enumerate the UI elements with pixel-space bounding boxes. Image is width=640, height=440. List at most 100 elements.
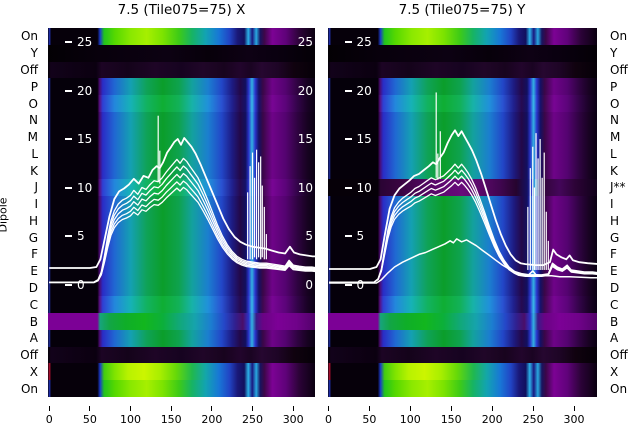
heatmap-row xyxy=(48,78,315,96)
y-tick-mark xyxy=(65,89,72,92)
heatmap-row xyxy=(48,28,315,46)
y-tick-label: 25 xyxy=(65,34,92,50)
x-tick-label: 0 xyxy=(325,413,332,426)
y-tick-mark xyxy=(344,186,352,189)
heatmap-row xyxy=(327,78,597,96)
y-tick-label: 10 xyxy=(344,180,372,196)
dipole-row-label-x: L xyxy=(31,146,38,161)
y-tick-mark xyxy=(344,138,352,140)
heatmap-row xyxy=(327,128,597,146)
x-tick-mark xyxy=(89,406,91,411)
dipole-row-label-x: J xyxy=(34,180,38,195)
x-tick-mark xyxy=(491,406,493,411)
y-tick-value: 10 xyxy=(356,180,372,195)
trace xyxy=(49,165,315,283)
dipole-row-label-x: Off xyxy=(20,62,38,77)
x-tick-mark xyxy=(292,406,294,411)
dipole-row-label-x: B xyxy=(29,314,38,329)
dipole-row-label-y: C xyxy=(610,297,619,312)
trace xyxy=(49,186,315,284)
dipole-row-label-x: N xyxy=(29,113,38,128)
heatmap-row xyxy=(327,145,597,163)
y-tick-mark xyxy=(344,235,352,237)
y-tick-label-right: 5 xyxy=(305,229,313,243)
heatmap-row xyxy=(48,229,315,247)
x-tick-label: 300 xyxy=(282,413,304,426)
x-tick-label: 100 xyxy=(399,413,421,426)
dipole-row-label-y: J** xyxy=(610,180,626,195)
y-tick-mark xyxy=(65,283,72,286)
dipole-row-label-x: G xyxy=(28,230,38,245)
y-tick-value: 0 xyxy=(356,277,365,292)
heatmap-row xyxy=(48,95,315,113)
heatmap-row xyxy=(327,296,597,314)
y-tick-label: 5 xyxy=(65,228,85,244)
heatmap-row xyxy=(48,61,315,79)
y-tick-mark xyxy=(65,138,72,140)
dipole-row-label-x: I xyxy=(34,197,38,212)
y-tick-mark xyxy=(344,89,352,92)
heatmap-row xyxy=(327,313,597,331)
dipole-row-label-y: M xyxy=(610,130,621,144)
trace xyxy=(328,181,597,284)
x-tick-label: 0 xyxy=(45,413,53,426)
y-tick-label-right: 0 xyxy=(305,277,313,292)
trace xyxy=(49,180,315,284)
trace xyxy=(49,137,315,269)
dipole-row-label-x: D xyxy=(28,281,38,295)
y-tick-mark xyxy=(65,41,72,43)
y-tick-value: 10 xyxy=(77,180,93,195)
dipole-row-label-y: D xyxy=(610,281,620,295)
x-tick-label: 150 xyxy=(440,413,462,426)
y-tick-label: 20 xyxy=(344,83,372,99)
dipole-row-label-y: B xyxy=(610,314,619,329)
dipole-row-label-x: M xyxy=(27,130,38,144)
x-tick-mark xyxy=(48,406,50,411)
heatmap-row xyxy=(48,279,315,297)
heatmap-panel-x: 25 25 20 20 15 15 10 10 5 5 0 0 xyxy=(48,28,315,397)
dipole-row-label-x: F xyxy=(31,247,38,262)
dipole-row-label-x: K xyxy=(30,163,38,178)
x-tick-label: 200 xyxy=(481,413,503,426)
heatmap-row xyxy=(327,111,597,130)
y-tick-label: 0 xyxy=(344,277,365,293)
dipole-row-label-y: Off xyxy=(610,62,628,77)
trace xyxy=(49,157,315,283)
heatmap-row xyxy=(48,380,315,397)
dipole-row-label-y: Off xyxy=(610,348,628,363)
y-tick-value: 20 xyxy=(77,83,93,98)
heatmap-row xyxy=(327,329,597,348)
y-tick-label: 5 xyxy=(344,228,365,244)
dipole-row-label-y: A xyxy=(610,331,619,346)
heatmap-row xyxy=(327,28,597,46)
y-tick-mark xyxy=(344,283,352,286)
dipole-row-label-x: Y xyxy=(30,46,38,61)
heatmap-row xyxy=(48,111,315,130)
y-tick-value: 5 xyxy=(356,229,365,243)
trace xyxy=(328,238,597,284)
x-tick-mark xyxy=(130,406,131,411)
heatmap-row xyxy=(327,346,597,364)
heatmap-row xyxy=(327,44,597,62)
dipole-row-label-x: O xyxy=(28,96,38,111)
dipole-row-label-x: H xyxy=(28,213,38,228)
x-tick-mark xyxy=(252,406,253,411)
heatmap-row xyxy=(327,279,597,297)
x-tick-label: 200 xyxy=(201,413,223,426)
heatmap-row xyxy=(327,380,597,397)
x-tick-label: 250 xyxy=(522,413,544,426)
y-tick-label: 10 xyxy=(65,180,92,196)
signal-traces xyxy=(49,115,315,284)
dipole-row-label-y: O xyxy=(610,96,620,111)
heatmap-row xyxy=(48,44,315,62)
y-tick-mark xyxy=(65,235,72,237)
y-tick-value: 5 xyxy=(77,229,85,243)
dipole-row-label-y: G xyxy=(610,230,620,245)
heatmap-row xyxy=(48,363,315,381)
x-tick-mark xyxy=(532,406,534,411)
dipole-row-label-x: On xyxy=(20,381,38,396)
heatmap-row xyxy=(48,246,315,264)
x-tick-label: 50 xyxy=(362,413,377,426)
y-tick-value: 25 xyxy=(77,35,93,49)
